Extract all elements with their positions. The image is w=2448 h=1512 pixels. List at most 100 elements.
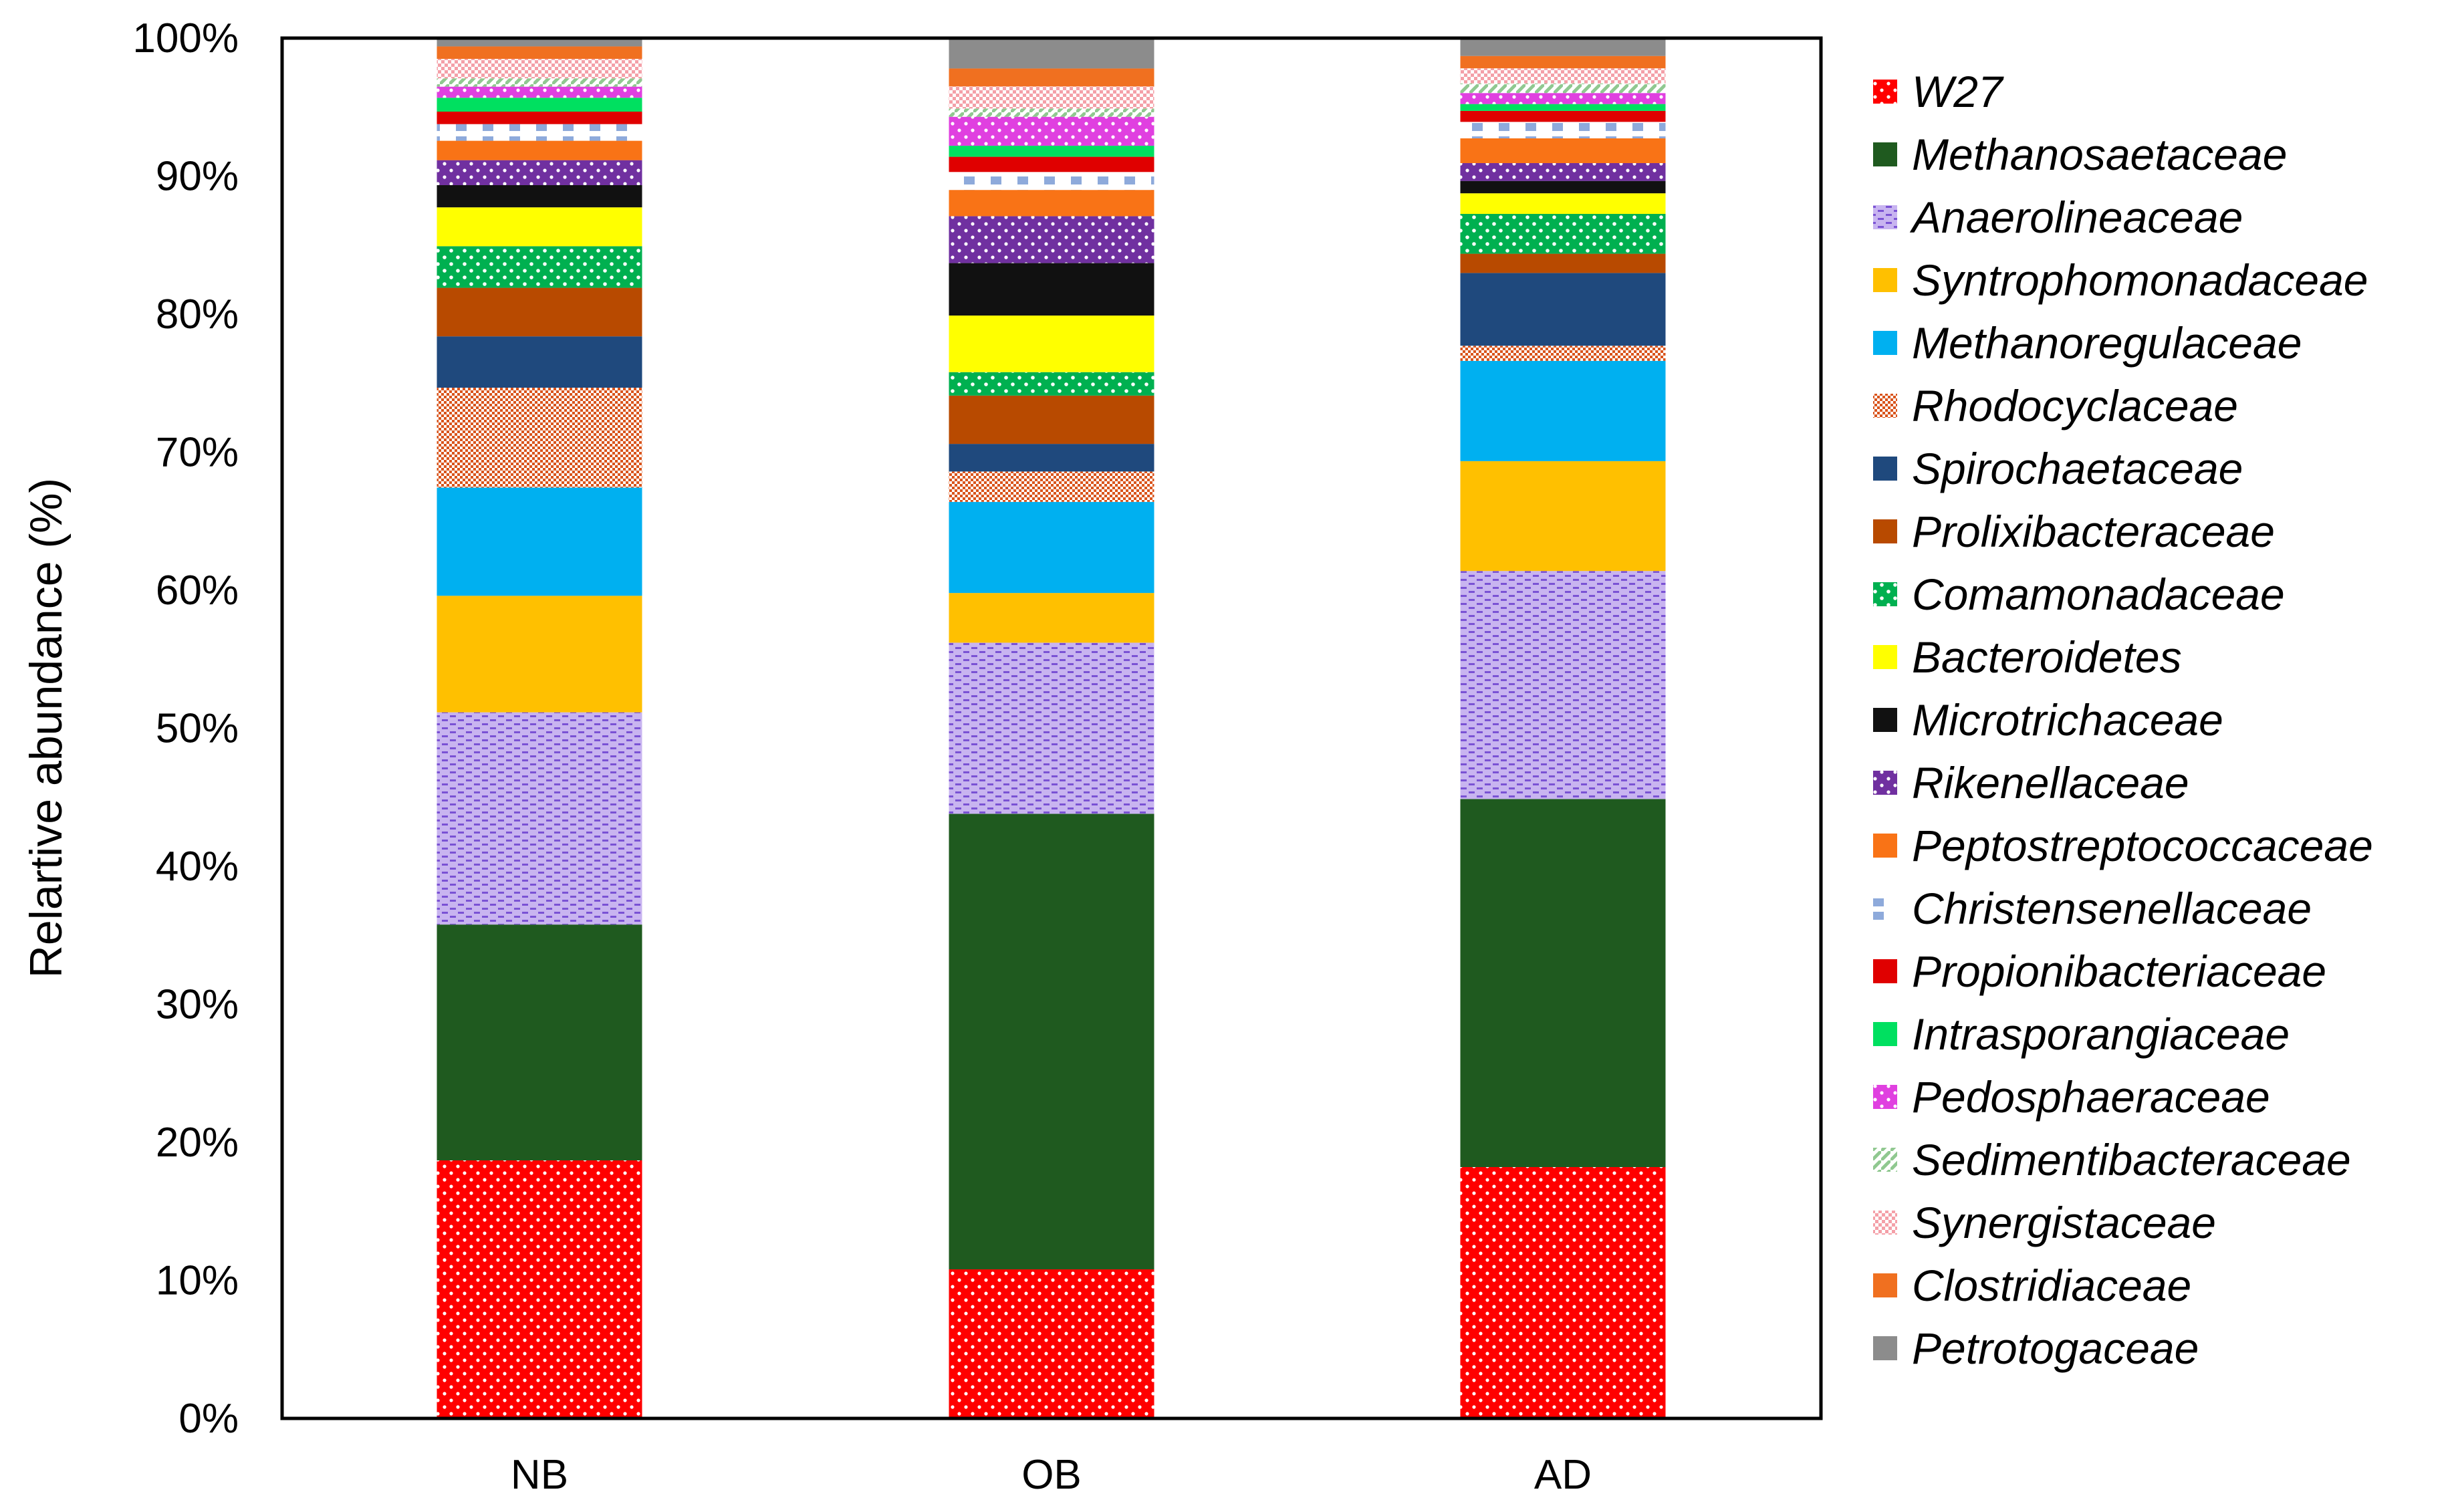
y-axis-title: Relartive abundance (%) bbox=[21, 478, 72, 978]
bar-segment-ad-microtrichaceae bbox=[1460, 180, 1666, 194]
y-tick-label: 10% bbox=[156, 1258, 239, 1304]
y-tick-label: 80% bbox=[156, 291, 239, 338]
legend-swatch-methanosaetaceae bbox=[1873, 142, 1897, 166]
y-tick-label: 100% bbox=[132, 15, 239, 61]
legend-swatch-microtrichaceae bbox=[1873, 708, 1897, 732]
bar-segment-ob-sedimentibacteraceae bbox=[949, 108, 1154, 117]
bar-segment-ad-methanosaetaceae bbox=[1460, 799, 1666, 1167]
bar-segment-nb-methanosaetaceae bbox=[437, 924, 642, 1160]
x-tick-label-ob: OB bbox=[1021, 1452, 1082, 1498]
legend-label-rikenellaceae: Rikenellaceae bbox=[1912, 758, 2189, 807]
y-tick-label: 0% bbox=[178, 1396, 239, 1442]
bar-segment-ob-petrotogaceae bbox=[949, 38, 1154, 69]
bar-segment-nb-petrotogaceae bbox=[437, 38, 642, 47]
y-tick-labels: 0% 10% 20% 30% 40% 50% 60% 70% 80% 90% 100% bbox=[132, 15, 239, 1442]
bar-segment-ob-bacteroidetes bbox=[949, 316, 1154, 372]
bar-segment-ad-rhodocyclaceae bbox=[1460, 346, 1666, 361]
legend-swatch-spirochaetaceae bbox=[1873, 457, 1897, 481]
y-tick-label: 30% bbox=[156, 982, 239, 1028]
legend-swatch-pedosphaeraceae bbox=[1873, 1085, 1897, 1109]
legend-swatch-comamonadaceae bbox=[1873, 582, 1897, 606]
bar-segment-nb-intrasporangiaceae bbox=[437, 98, 642, 112]
legend-label-clostridiaceae: Clostridiaceae bbox=[1912, 1261, 2191, 1310]
bar-segment-nb-anaerolineaceae bbox=[437, 712, 642, 925]
bar-segment-ob-anaerolineaceae bbox=[949, 642, 1154, 814]
legend-label-anaerolineaceae: Anaerolineaceae bbox=[1909, 193, 2243, 242]
legend-swatch-christensenellaceae bbox=[1873, 896, 1897, 920]
legend-label-petrotogaceae: Petrotogaceae bbox=[1912, 1324, 2199, 1373]
bar-segment-ob-microtrichaceae bbox=[949, 263, 1154, 316]
bar-segment-ad-sedimentibacteraceae bbox=[1460, 83, 1666, 94]
x-tick-label-nb: NB bbox=[511, 1452, 568, 1498]
legend-label-rhodocyclaceae: Rhodocyclaceae bbox=[1912, 381, 2238, 430]
legend-label-bacteroidetes: Bacteroidetes bbox=[1912, 632, 2182, 682]
bar-segment-ob-christensenellaceae bbox=[949, 172, 1154, 191]
bar-segment-nb-prolixibacteraceae bbox=[437, 287, 642, 337]
bar-segment-ad-intrasporangiaceae bbox=[1460, 104, 1666, 111]
legend-swatch-methanoregulaceae bbox=[1873, 331, 1897, 355]
legend: W27 Methanosaetaceae Anaerolineaceae Syntro… bbox=[1873, 67, 2373, 1373]
bar-segment-nb-clostridiaceae bbox=[437, 46, 642, 59]
bar-segment-nb-rikenellaceae bbox=[437, 160, 642, 185]
bar-segment-ob-propionibacteriaceae bbox=[949, 156, 1154, 172]
bar-segment-nb-microtrichaceae bbox=[437, 184, 642, 208]
bar-segment-ad-clostridiaceae bbox=[1460, 55, 1666, 69]
bar-segment-ad-comamonadaceae bbox=[1460, 214, 1666, 254]
y-tick-label: 70% bbox=[156, 430, 239, 476]
bar-segment-ob-spirochaetaceae bbox=[949, 444, 1154, 472]
bar-segment-ob-methanosaetaceae bbox=[949, 813, 1154, 1269]
bar-segment-ad-methanoregulaceae bbox=[1460, 360, 1666, 461]
y-tick-label: 90% bbox=[156, 154, 239, 200]
plot-frame bbox=[280, 36, 1823, 1420]
bar-segment-ad-w27 bbox=[1460, 1166, 1666, 1418]
legend-label-synergistaceae: Synergistaceae bbox=[1912, 1198, 2216, 1247]
legend-swatch-prolixibacteraceae bbox=[1873, 519, 1897, 543]
bar-segment-ob-rikenellaceae bbox=[949, 216, 1154, 263]
bar-segment-ob-clostridiaceae bbox=[949, 68, 1154, 87]
bar-segment-nb-peptostreptococcaceae bbox=[437, 140, 642, 160]
legend-swatch-bacteroidetes bbox=[1873, 645, 1897, 669]
bar-segment-nb-comamonadaceae bbox=[437, 246, 642, 288]
bar-segment-ob-peptostreptococcaceae bbox=[949, 190, 1154, 217]
legend-label-prolixibacteraceae: Prolixibacteraceae bbox=[1912, 507, 2275, 556]
x-tick-labels: NB OB AD bbox=[511, 1452, 1592, 1498]
bar-segment-nb-christensenellaceae bbox=[437, 124, 642, 141]
bar-segment-ad-propionibacteriaceae bbox=[1460, 110, 1666, 122]
legend-swatch-intrasporangiaceae bbox=[1873, 1022, 1897, 1046]
bar-segment-ob-synergistaceae bbox=[949, 86, 1154, 109]
legend-swatch-syntrophomonadaceae bbox=[1873, 268, 1897, 292]
legend-label-methanoregulaceae: Methanoregulaceae bbox=[1912, 318, 2302, 368]
bar-segment-ob-pedosphaeraceae bbox=[949, 116, 1154, 146]
legend-swatch-rikenellaceae bbox=[1873, 771, 1897, 795]
bar-segment-ad-rikenellaceae bbox=[1460, 162, 1666, 181]
bar-segment-nb-sedimentibacteraceae bbox=[437, 78, 642, 87]
legend-label-microtrichaceae: Microtrichaceae bbox=[1912, 695, 2223, 745]
bar-segment-nb-spirochaetaceae bbox=[437, 336, 642, 388]
y-tick-label: 40% bbox=[156, 844, 239, 890]
bar-segment-ad-petrotogaceae bbox=[1460, 38, 1666, 56]
bar-segment-nb-propionibacteriaceae bbox=[437, 111, 642, 124]
legend-label-methanosaetaceae: Methanosaetaceae bbox=[1912, 130, 2287, 179]
legend-swatch-sedimentibacteraceae bbox=[1873, 1148, 1897, 1172]
bar-segment-ad-spirochaetaceae bbox=[1460, 273, 1666, 346]
legend-label-christensenellaceae: Christensenellaceae bbox=[1912, 884, 2312, 933]
bar-segment-ad-christensenellaceae bbox=[1460, 122, 1666, 138]
bar-segment-nb-methanoregulaceae bbox=[437, 487, 642, 596]
legend-label-peptostreptococcaceae: Peptostreptococcaceae bbox=[1912, 821, 2373, 870]
bar-segment-nb-pedosphaeraceae bbox=[437, 86, 642, 98]
legend-swatch-clostridiaceae bbox=[1873, 1273, 1897, 1297]
bar-segment-nb-rhodocyclaceae bbox=[437, 387, 642, 488]
legend-label-propionibacteriaceae: Propionibacteriaceae bbox=[1912, 947, 2326, 996]
y-tick-label: 60% bbox=[156, 568, 239, 614]
legend-swatch-anaerolineaceae bbox=[1873, 205, 1897, 229]
legend-label-spirochaetaceae: Spirochaetaceae bbox=[1912, 444, 2243, 493]
bar-segment-nb-bacteroidetes bbox=[437, 207, 642, 247]
legend-swatch-w27 bbox=[1873, 80, 1897, 104]
bar-segment-nb-syntrophomonadaceae bbox=[437, 596, 642, 713]
bar-segment-ad-prolixibacteraceae bbox=[1460, 253, 1666, 273]
bar-segment-ad-pedosphaeraceae bbox=[1460, 93, 1666, 104]
legend-label-intrasporangiaceae: Intrasporangiaceae bbox=[1912, 1009, 2290, 1059]
bar-segment-ad-peptostreptococcaceae bbox=[1460, 138, 1666, 163]
bar-segment-ad-syntrophomonadaceae bbox=[1460, 461, 1666, 572]
